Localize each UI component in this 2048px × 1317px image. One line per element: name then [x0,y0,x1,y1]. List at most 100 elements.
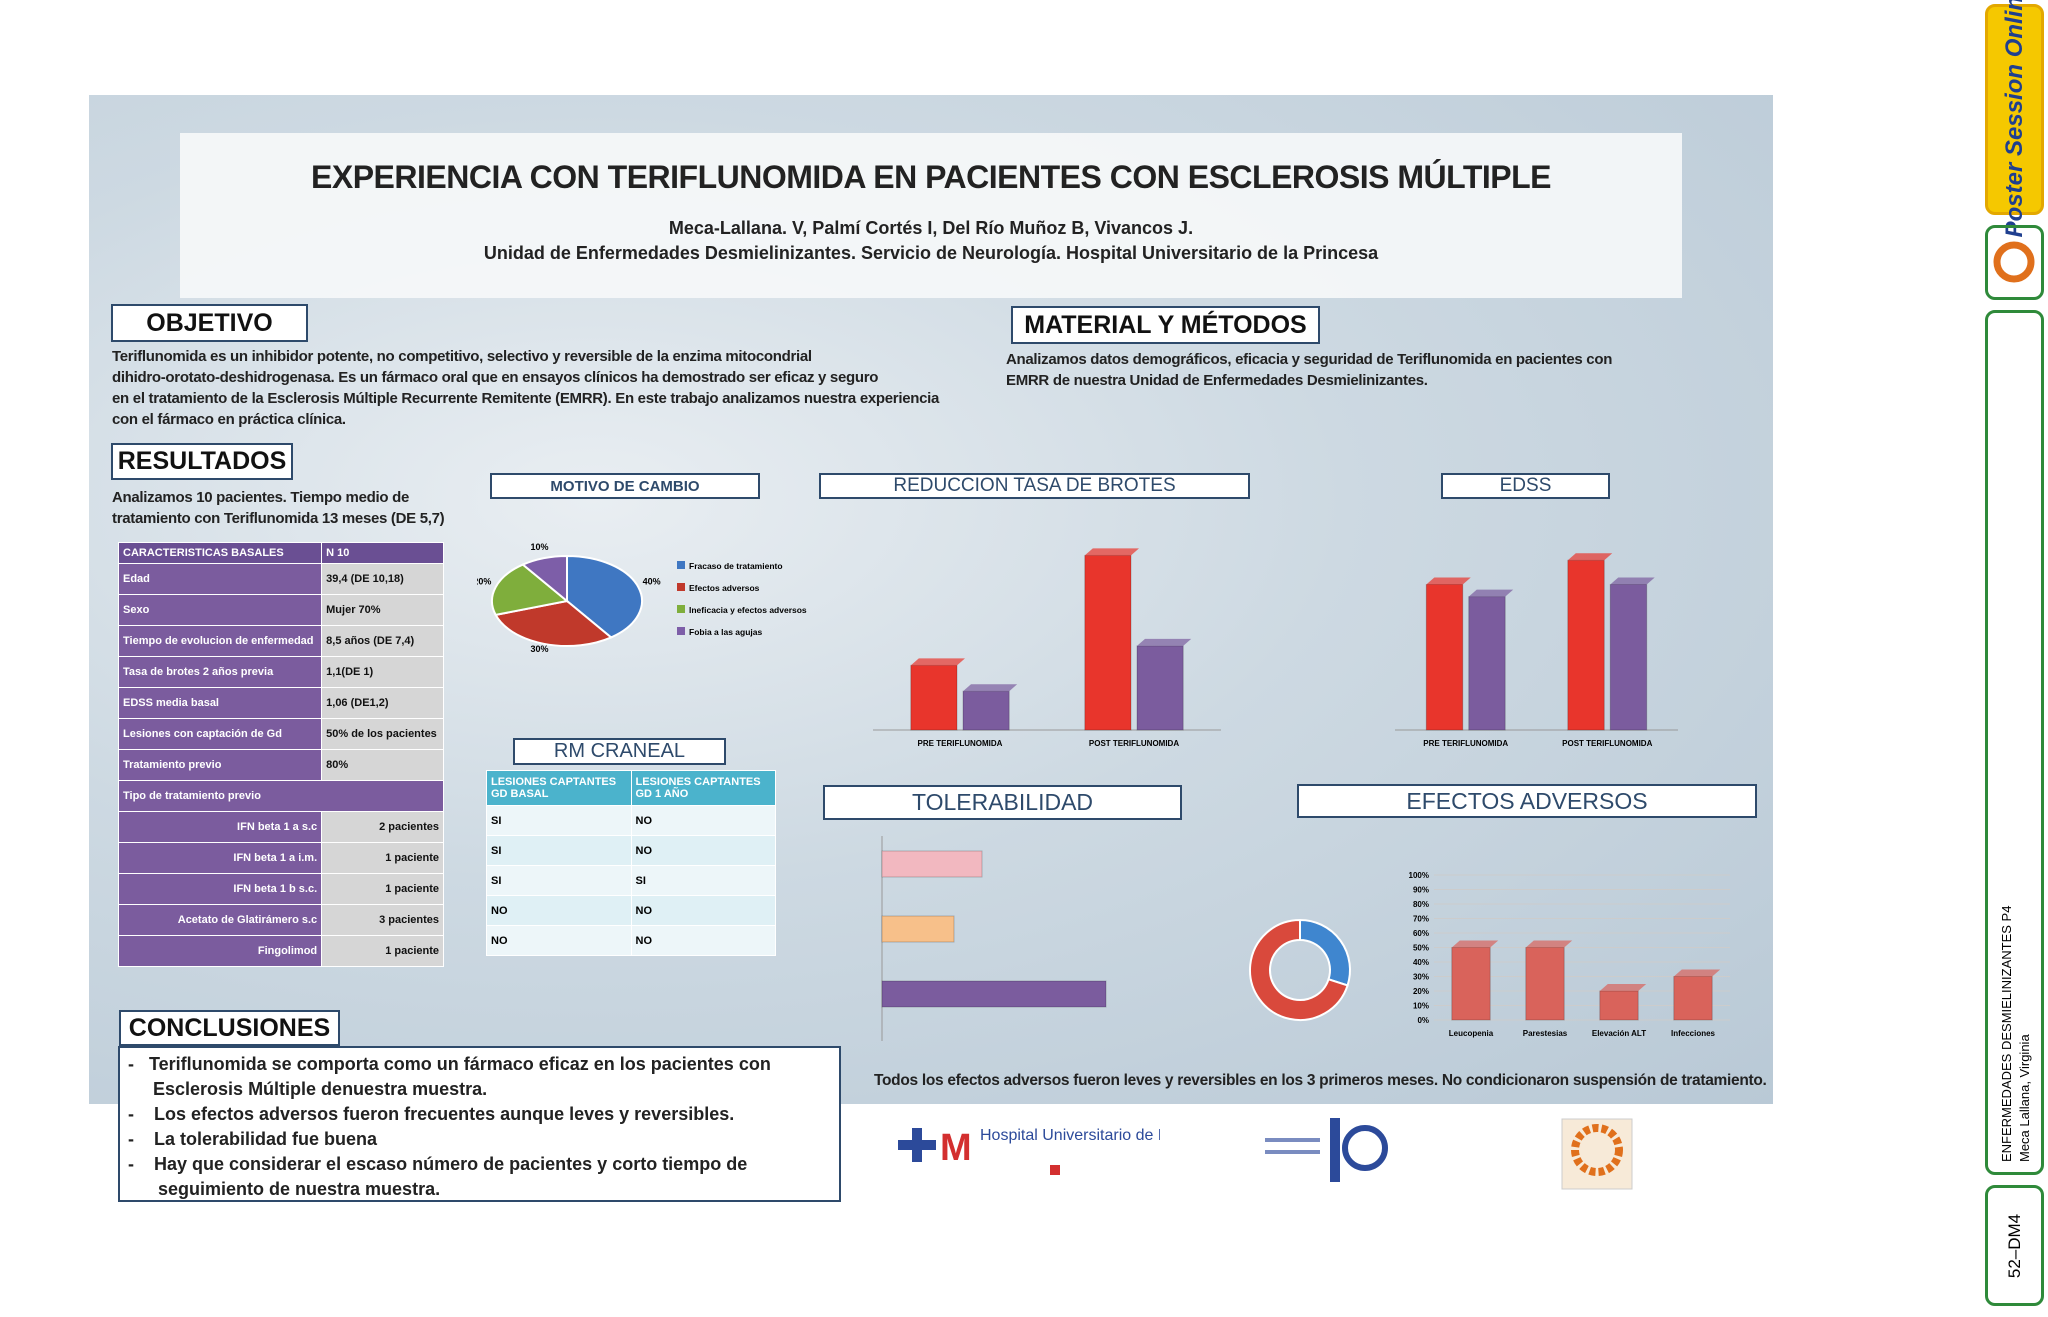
x-tick-label: Infecciones [1671,1029,1716,1038]
x-tick-label: Elevación ALT [1592,1029,1646,1038]
chart-title: EDSS [1441,473,1610,499]
table-row: SI SI [486,865,776,896]
text-line: Teriflunomida es un inhibidor potente, n… [112,348,812,365]
table-cell: Tratamiento previo [117,749,323,781]
text-line: seguimiento de nuestra muestra. [128,1179,441,1199]
chart-title: EFECTOS ADVERSOS [1297,784,1757,818]
y-tick-label: 30% [1413,973,1429,982]
table-row: NO NO [486,895,776,926]
table-row: Tipo de tratamiento previo [118,780,444,812]
resultados-text: Analizamos 10 pacientes. Tiempo medio de… [112,487,492,529]
table-cell: 1 paciente [321,842,444,874]
y-tick-label: 70% [1413,915,1429,924]
objetivo-text: Teriflunomida es un inhibidor potente, n… [112,346,1012,430]
footnote: Todos los efectos adversos fueron leves … [874,1072,1767,1089]
pie-slice [1299,918,1351,987]
bar-top [1426,577,1471,585]
legend-swatch [677,583,685,591]
affiliation: Unidad de Enfermedades Desmielinizantes.… [483,243,1379,263]
y-tick-label: 90% [1413,886,1429,895]
bar [1525,947,1565,1021]
bar [962,690,1010,731]
header-cell: LESIONES CAPTANTES GD 1 AÑO [630,770,776,806]
table-cell: Tasa de brotes 2 años previa [117,656,323,688]
logo-line [1265,1150,1320,1154]
table-cell: SI [630,865,776,896]
y-tick-label: 0% [1417,1016,1429,1025]
table-row: Acetato de Glatirámero s.c 3 pacientes [117,904,444,936]
slice-label: 30% [530,644,548,654]
chart-title: MOTIVO DE CAMBIO [490,473,760,499]
table-row: IFN beta 1 a s.c 2 pacientes [117,811,444,843]
table-cell: Mujer 70% [321,594,444,626]
bar [1425,584,1464,731]
table-cell: 39,4 (DE 10,18) [321,563,444,595]
table-row: Fingolimod 1 paciente [117,935,444,967]
badge-text: Poster Session Online [2000,0,2028,237]
bar [881,915,955,943]
text-line: - Teriflunomida se comporta como un fárm… [128,1054,771,1074]
bar [1084,554,1132,731]
table-cell: IFN beta 1 a s.c [117,811,323,843]
title: EXPERIENCIA CON TERIFLUNOMIDA EN PACIENT… [311,159,1551,195]
text-line: dihidro-orotato-deshidrogenasa. Es un fá… [112,369,879,386]
text-line: - La tolerabilidad fue buena [128,1129,378,1149]
x-tick-label: PRE TERIFLUNOMIDA [1423,739,1508,748]
chart-title: REDUCCION TASA DE BROTES [819,473,1250,499]
section-heading: OBJETIVO [111,304,308,342]
bar-top [1673,969,1721,977]
table-cell: 1,06 (DE1,2) [321,687,444,719]
table-cell: Sexo [117,594,323,626]
table-cell: Tiempo de evolucion de enfermedad [117,625,323,657]
slice-label: 20% [477,576,491,586]
bar [881,980,1107,1008]
logo-square [1050,1165,1060,1175]
logo-ring [1342,1125,1388,1171]
pie-slice [521,554,568,604]
table-cell: Fingolimod [117,935,323,967]
y-tick-label: 10% [1413,1002,1429,1011]
hospital-logo: M Hospital Universitario de La Princesa [898,1127,1160,1175]
logo-line [1265,1138,1320,1142]
donut-chart [1249,918,1351,1021]
section-heading: CONCLUSIONES [119,1010,340,1046]
table-row: CARACTERISTICAS BASALES N 10 [117,542,444,564]
x-tick-label: PRE TERIFLUNOMIDA [918,739,1003,748]
baseline-table: CARACTERISTICAS BASALES N 10 Edad 39,4 (DE … [117,542,444,967]
title-panel: EXPERIENCIA CON TERIFLUNOMIDA EN PACIENT… [180,133,1682,298]
logo-cross [898,1128,936,1162]
table-row: SI NO [486,805,776,836]
chart-title: TOLERABILIDAD [823,785,1182,820]
rm-table: LESIONES CAPTANTES GD BASAL LESIONES CAPT… [486,770,776,956]
header-cell: LESIONES CAPTANTES GD BASAL [486,770,632,806]
table-row: NO NO [486,925,776,956]
x-tick-label: Parestesias [1523,1029,1568,1038]
table-title: RM CRANEAL [513,738,726,765]
bar-top [1610,577,1655,585]
logo-brain [1993,241,2035,283]
table-cell: 50% de los pacientes [321,718,444,750]
bar-top [1525,940,1573,948]
text-line: Esclerosis Múltiple denuestra muestra. [128,1079,488,1099]
bar [1599,990,1639,1021]
text-line: - Los efectos adversos fueron frecuentes… [128,1104,735,1124]
slice-label: 40% [643,576,661,586]
table-row: Lesiones con captación de Gd 50% de los p… [117,718,444,750]
legend-swatch [677,561,685,569]
text-line: - Hay que considerar el escaso número de… [128,1154,748,1174]
bar [1468,596,1506,731]
slice-label: 10% [530,542,548,552]
bar [1136,645,1184,731]
badge: Poster Session Online [1985,0,2044,237]
table-cell: 80% [321,749,444,781]
table-cell: IFN beta 1 b s.c. [117,873,323,905]
side-logo [1993,241,2035,283]
table-cell: NO [630,835,776,866]
x-tick-label: POST TERIFLUNOMIDA [1089,739,1179,748]
bar [881,850,983,878]
table-cell: 1 paciente [321,935,444,967]
info-box: ENFERMEDADES DESMIELINIZANTES P4 Meca La… [1985,310,2044,1175]
table-row: Tiempo de evolucion de enfermedad 8,5 año… [117,625,444,657]
table-cell: 2 pacientes [321,811,444,843]
